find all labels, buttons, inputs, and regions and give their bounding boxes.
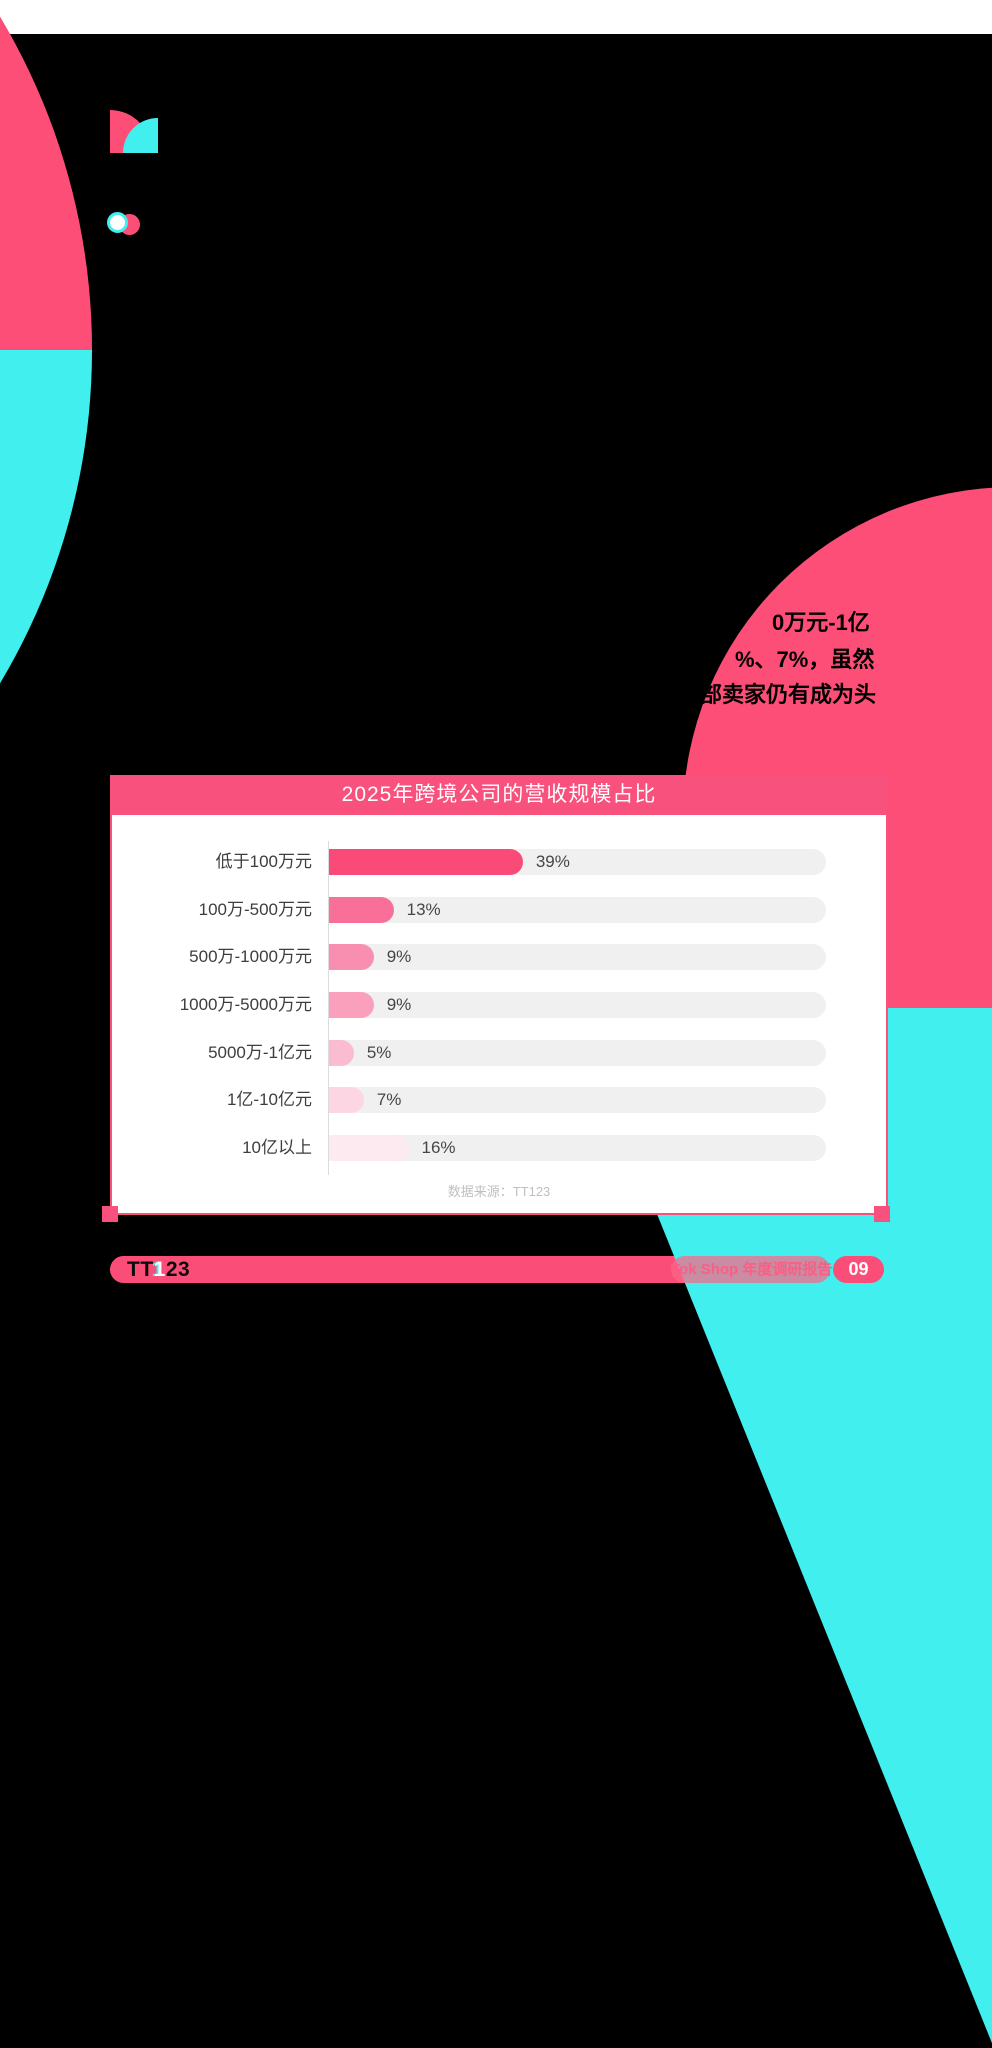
bar-fill — [329, 1135, 409, 1161]
chart-title: 2025年跨境公司的营收规模占比 — [110, 775, 888, 815]
card-corner-handle-right — [874, 1206, 890, 1222]
chart-row: 500万-1000万元 9% — [112, 944, 886, 970]
value-label: 7% — [376, 1090, 402, 1109]
chart-row: 1000万-5000万元 9% — [112, 992, 886, 1018]
bar-track — [329, 1087, 826, 1113]
bar-track — [329, 944, 826, 970]
bar-track — [329, 849, 826, 875]
value-label: 13% — [406, 900, 441, 919]
bar-fill — [329, 992, 374, 1018]
category-label: 5000万-1亿元 — [208, 1043, 312, 1062]
chart-row: 5000万-1亿元 5% — [112, 1040, 886, 1066]
value-label: 5% — [366, 1043, 392, 1062]
bar-track — [329, 1040, 826, 1066]
chart-row: 100万-500万元 13% — [112, 897, 886, 923]
value-label: 16% — [421, 1138, 456, 1157]
chart-row: 10亿以上 16% — [112, 1135, 886, 1161]
top-white-strip — [0, 0, 992, 34]
chart-source: 数据来源：TT123 — [447, 1184, 551, 1199]
footer-logo-one: 1 — [153, 1258, 166, 1281]
category-label: 1亿-10亿元 — [226, 1090, 312, 1109]
card-corner-handle-left — [102, 1206, 118, 1222]
report-label-pill: Tok Shop 年度调研报告 — [671, 1256, 832, 1283]
value-label: 9% — [386, 995, 412, 1014]
value-label: 39% — [535, 852, 570, 871]
chart-row: 低于100万元 39% — [112, 849, 886, 875]
bar-fill — [329, 849, 523, 875]
decor-dots-mark — [107, 212, 143, 236]
bar-fill — [329, 1087, 364, 1113]
category-label: 100万-500万元 — [198, 900, 312, 919]
category-label: 10亿以上 — [242, 1138, 312, 1157]
decor-cyan-ring-icon — [107, 212, 128, 233]
category-label: 1000万-5000万元 — [179, 995, 312, 1014]
chart-row: 1亿-10亿元 7% — [112, 1087, 886, 1113]
bar-track — [329, 897, 826, 923]
footer-logo: TT123 — [127, 1256, 190, 1283]
bar-fill — [329, 944, 374, 970]
brand-logo-mark — [110, 108, 160, 153]
bar-fill — [329, 897, 394, 923]
bar-fill — [329, 1040, 354, 1066]
footer-logo-tt: TT — [127, 1258, 154, 1281]
chart-card: 2025年跨境公司的营收规模占比 数据来源：TT123 低于100万元 39% 10… — [110, 775, 888, 1215]
hero-text-line-2: %、7%，虽然 — [735, 647, 875, 672]
left-decor-circle — [0, 0, 92, 1000]
bar-track — [329, 992, 826, 1018]
chart-axis-line — [328, 841, 329, 1175]
category-label: 500万-1000万元 — [189, 947, 312, 966]
hero-text-line-3: 部卖家仍有成为头 — [700, 682, 877, 707]
page-number-badge: 09 — [833, 1256, 884, 1283]
footer-logo-23: 23 — [165, 1258, 191, 1281]
category-label: 低于100万元 — [215, 852, 312, 871]
chart-plot: 数据来源：TT123 低于100万元 39% 100万-500万元 13% 500万-1… — [112, 777, 886, 1213]
bar-track — [329, 1135, 826, 1161]
hero-text-line-1: 0万元-1亿 — [772, 610, 870, 635]
value-label: 9% — [386, 947, 412, 966]
